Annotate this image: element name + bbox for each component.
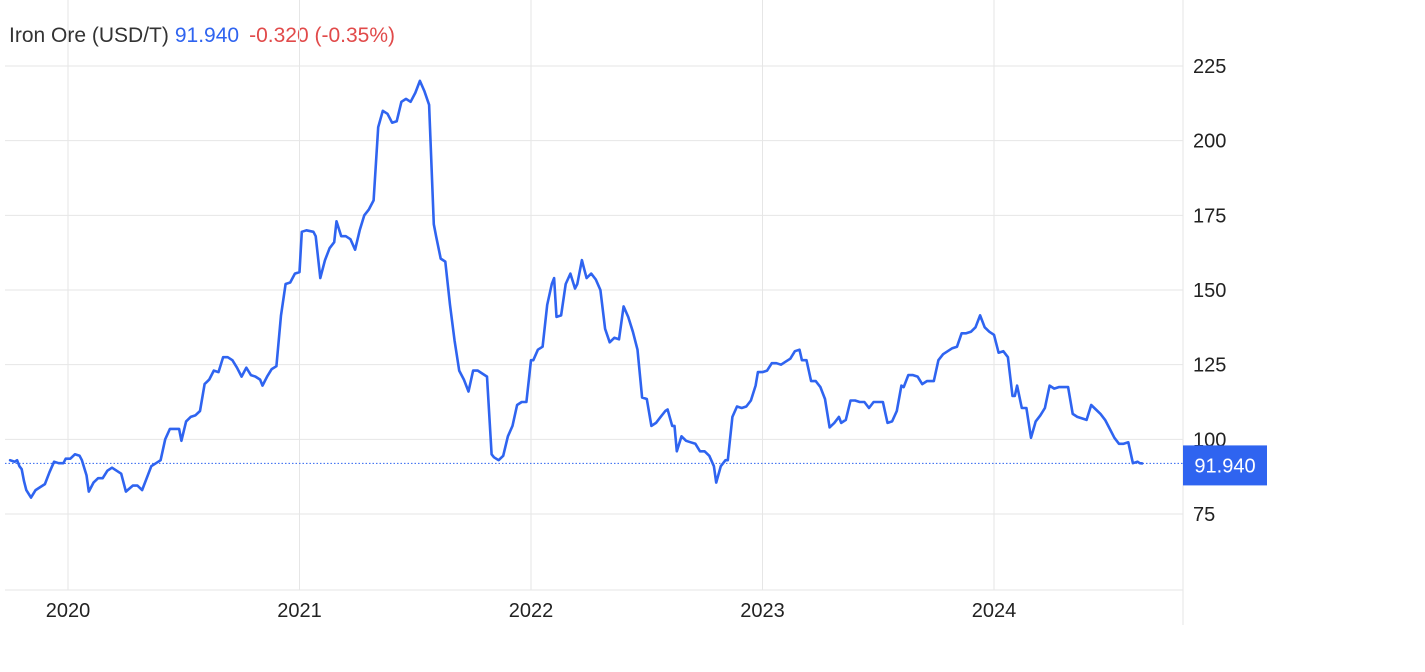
last-value-box (1183, 445, 1267, 486)
y-tick-label: 125 (1193, 355, 1226, 377)
y-tick-label: 225 (1193, 56, 1226, 78)
last-value-label: 91.940 (1194, 455, 1255, 477)
y-tick-label: 75 (1193, 504, 1215, 526)
y-tick-label: 200 (1193, 131, 1226, 153)
x-tick-label: 2021 (277, 600, 322, 622)
x-tick-label: 2023 (740, 600, 785, 622)
x-tick-label: 2020 (46, 600, 91, 622)
price-line (8, 79, 1144, 499)
price-change: -0.320 (-0.35%) (249, 24, 395, 47)
last-price: 91.940 (174, 24, 240, 47)
x-tick-label: 2024 (972, 600, 1017, 622)
instrument-name: Iron Ore (USD/T) (9, 24, 169, 47)
y-tick-label: 150 (1193, 280, 1226, 302)
chart-header: Iron Ore (USD/T) 91.940 -0.320 (-0.35%) (9, 22, 395, 50)
y-tick-label: 175 (1193, 205, 1226, 227)
x-tick-label: 2022 (509, 600, 554, 622)
